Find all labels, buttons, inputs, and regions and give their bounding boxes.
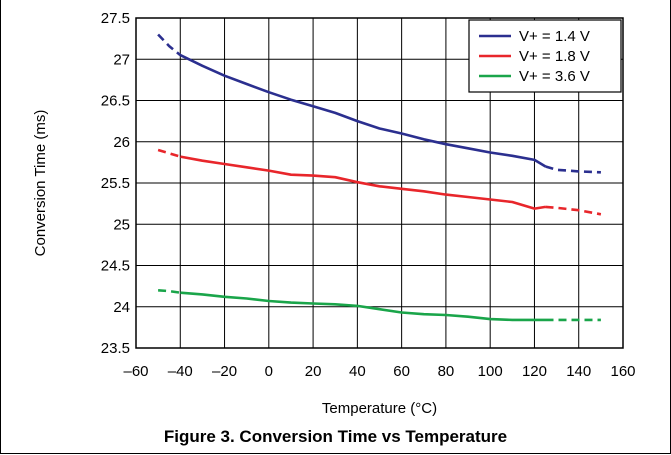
legend: V+ = 1.4 V V+ = 1.8 V V+ = 3.6 V [468, 19, 622, 93]
x-tick-label: 20 [305, 363, 322, 380]
y-tick-label: 24 [113, 299, 130, 316]
legend-label: V+ = 3.6 V [519, 68, 590, 85]
x-tick-label: 160 [610, 363, 635, 380]
series-line [179, 53, 547, 168]
x-tick-label: 0 [265, 363, 273, 380]
series-line-dashed [545, 165, 601, 174]
x-axis-label: Temperature (°C) [322, 400, 437, 417]
y-axis-label: Conversion Time (ms) [32, 110, 49, 257]
legend-label: V+ = 1.8 V [519, 48, 590, 65]
x-tick-label: 60 [393, 363, 410, 380]
y-tick-label: 25.5 [101, 175, 130, 192]
x-tick-label: 140 [566, 363, 591, 380]
y-tick-label: 27 [113, 51, 130, 68]
x-tick-label: –20 [212, 363, 237, 380]
legend-label: V+ = 1.4 V [519, 28, 590, 45]
y-tick-label: 25 [113, 216, 130, 233]
x-tick-label: 40 [349, 363, 366, 380]
x-tick-label: –40 [168, 363, 193, 380]
y-tick-label: 26.5 [101, 93, 130, 110]
figure-caption: Figure 3. Conversion Time vs Temperature [163, 427, 508, 446]
y-tick-label: 26 [113, 134, 130, 151]
x-tick-label: 80 [438, 363, 455, 380]
x-tick-label: 100 [478, 363, 503, 380]
y-tick-label: 24.5 [101, 258, 130, 275]
y-tick-label: 23.5 [101, 340, 130, 357]
plot-border [135, 17, 624, 349]
series-line-dashed [157, 148, 181, 158]
series-line-dashed [545, 205, 602, 216]
y-tick-label: 27.5 [101, 10, 130, 27]
series-line-dashed [157, 33, 182, 57]
series-line [180, 155, 546, 210]
x-tick-label: 120 [522, 363, 547, 380]
series-line [180, 291, 546, 322]
series-line-dashed [158, 289, 181, 294]
x-tick-label: –60 [123, 363, 148, 380]
